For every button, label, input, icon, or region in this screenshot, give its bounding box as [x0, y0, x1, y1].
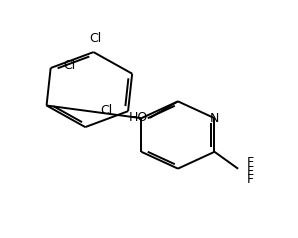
Text: Cl: Cl: [63, 59, 75, 72]
Text: F: F: [246, 173, 254, 186]
Text: HO: HO: [129, 111, 148, 124]
Text: Cl: Cl: [89, 32, 101, 45]
Text: Cl: Cl: [101, 104, 113, 117]
Text: F: F: [246, 165, 254, 178]
Text: F: F: [246, 156, 254, 169]
Text: N: N: [210, 112, 219, 125]
